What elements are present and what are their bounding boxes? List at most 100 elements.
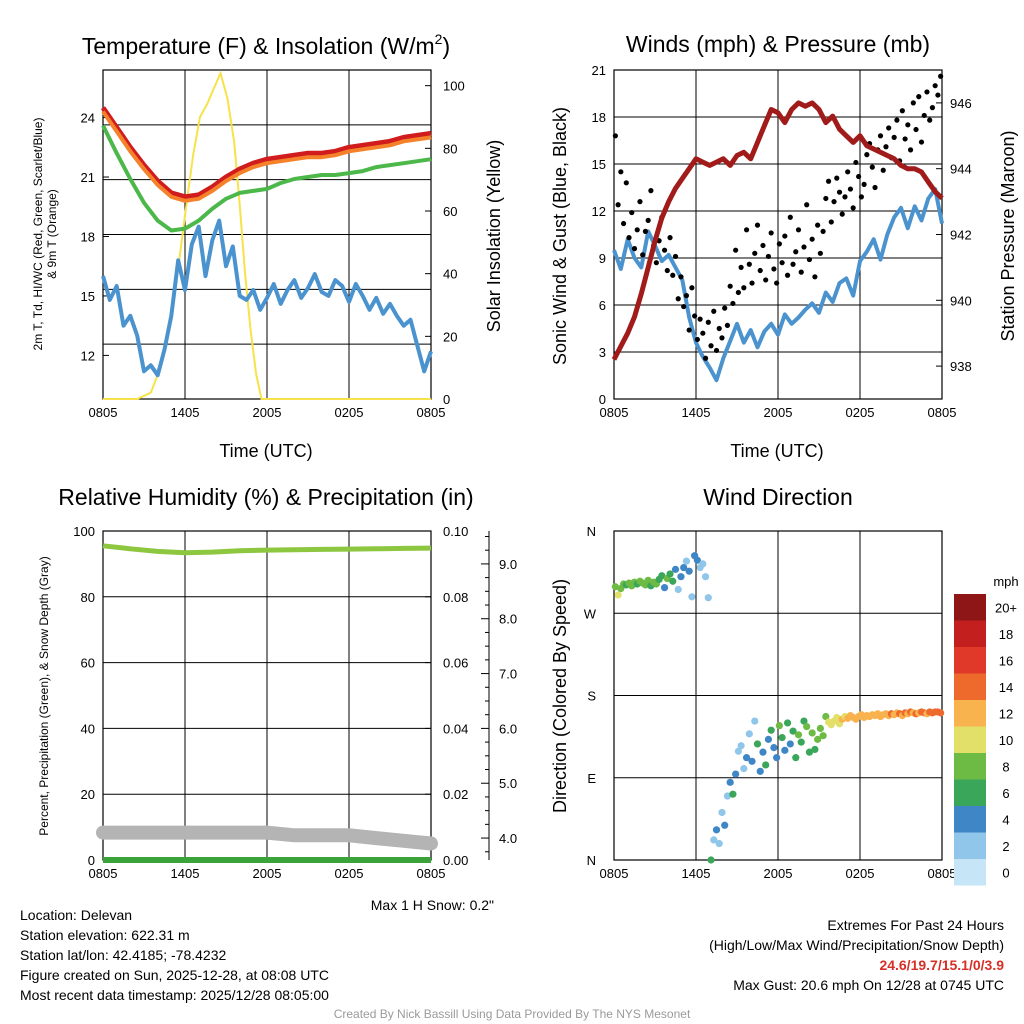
gust-point bbox=[653, 260, 659, 266]
gust-point bbox=[845, 169, 851, 175]
gust-point bbox=[686, 327, 692, 333]
direction-point bbox=[794, 731, 803, 739]
direction-point bbox=[693, 556, 701, 564]
gust-point bbox=[935, 92, 941, 98]
wind-title: Winds (mph) & Pressure (mb) bbox=[626, 31, 930, 57]
colorbar-label: 16 bbox=[999, 653, 1013, 668]
gust-point bbox=[872, 184, 878, 191]
wind-plot-area: 0 3 6 9 12 15 18 21 938 940 942 944 946 0805 1405 2005 0… bbox=[592, 63, 972, 420]
gust-point bbox=[798, 269, 804, 275]
colorbar-label: 2 bbox=[1002, 839, 1009, 854]
direction-point bbox=[682, 557, 691, 565]
hi-wc-line bbox=[101, 218, 433, 378]
rh-y-tick-label: 80 bbox=[81, 590, 95, 605]
direction-point bbox=[729, 790, 737, 798]
wind-y-tick-label: 6 bbox=[599, 298, 606, 313]
gust-point bbox=[858, 194, 864, 200]
gust-point bbox=[869, 164, 875, 170]
dir-y-tick-label: S bbox=[587, 689, 596, 704]
extremes-title: Extremes For Past 24 Hours bbox=[827, 917, 1004, 933]
gust-point bbox=[880, 167, 886, 173]
rh-x-tick-label: 0205 bbox=[335, 866, 364, 881]
gust-point bbox=[886, 125, 892, 131]
wind-x-tick-label: 0805 bbox=[600, 405, 629, 420]
wind-y2-tick-label: 944 bbox=[950, 162, 972, 177]
wind-y-tick-label: 12 bbox=[592, 204, 606, 219]
gust-point bbox=[902, 136, 908, 142]
gust-point bbox=[771, 266, 777, 272]
gust-point bbox=[861, 181, 867, 187]
gust-point bbox=[697, 316, 703, 322]
direction-point bbox=[671, 565, 680, 573]
colorbar-label: 10 bbox=[999, 733, 1013, 748]
temperature-y2-label: Solar Insolation (Yellow) bbox=[484, 140, 504, 332]
recent-data-text: Most recent data timestamp: 2025/12/28 0… bbox=[20, 987, 329, 1003]
direction-point bbox=[718, 808, 726, 817]
humidity-y-label: Percent, Precipitation (Green), & Snow D… bbox=[37, 556, 51, 835]
colorbar-label: 18 bbox=[999, 627, 1013, 642]
dir-y-tick-label: E bbox=[587, 771, 596, 786]
snow-depth-line bbox=[96, 825, 438, 851]
direction-plot-area: N E S W N 0805 1405 2005 0205 0805 bbox=[584, 524, 957, 881]
gust-point bbox=[746, 261, 752, 267]
direction-point bbox=[764, 735, 773, 743]
direction-point bbox=[773, 754, 781, 762]
colorbar-swatch bbox=[954, 726, 986, 753]
gust-point bbox=[784, 272, 791, 278]
gust-point bbox=[804, 202, 810, 208]
gust-point bbox=[782, 233, 788, 239]
rh-x-tick-label: 2005 bbox=[253, 866, 282, 881]
gust-point bbox=[815, 222, 821, 228]
direction-point bbox=[792, 754, 800, 762]
temp-x-tick-label: 0805 bbox=[89, 405, 118, 420]
gust-point bbox=[834, 175, 840, 181]
rh-y2-tick-label: 0.04 bbox=[443, 721, 468, 736]
direction-point bbox=[611, 583, 619, 591]
temp-y2-tick-label: 100 bbox=[443, 79, 465, 94]
gust-point bbox=[612, 133, 618, 139]
location-text: Location: Delevan bbox=[20, 907, 133, 923]
gust-point bbox=[683, 293, 690, 299]
colorbar-label: 12 bbox=[999, 706, 1013, 721]
extremes-subtitle: (High/Low/Max Wind/Precipitation/Snow De… bbox=[709, 937, 1004, 953]
dir-x-tick-label: 2005 bbox=[764, 866, 793, 881]
temp-y-tick-label: 24 bbox=[81, 111, 95, 126]
humidity-line bbox=[102, 543, 432, 556]
direction-point bbox=[737, 742, 745, 750]
direction-point bbox=[745, 730, 753, 738]
gust-point bbox=[825, 178, 832, 184]
gust-point bbox=[795, 227, 802, 233]
direction-point bbox=[734, 747, 742, 755]
wind-y-tick-label: 21 bbox=[592, 63, 606, 78]
credit-text: Created By Nick Bassill Using Data Provi… bbox=[333, 1007, 691, 1021]
gust-point bbox=[809, 236, 815, 242]
gust-point bbox=[842, 194, 848, 200]
gust-point bbox=[877, 133, 884, 139]
direction-point bbox=[685, 567, 693, 575]
gust-point bbox=[790, 261, 796, 267]
rh-y2-tick-label: 0.00 bbox=[443, 853, 468, 868]
colorbar-swatch bbox=[954, 806, 986, 833]
gust-point bbox=[891, 134, 897, 140]
direction-point bbox=[783, 719, 792, 727]
gust-point bbox=[864, 152, 870, 158]
gust-point bbox=[631, 246, 638, 252]
wind-x-label: Time (UTC) bbox=[730, 441, 823, 461]
gust-point bbox=[708, 343, 714, 349]
gust-point bbox=[730, 300, 736, 307]
temperature-x-label: Time (UTC) bbox=[219, 441, 312, 461]
direction-point bbox=[658, 572, 666, 580]
td-line bbox=[101, 124, 432, 233]
rh-x-tick-label: 0805 bbox=[417, 866, 446, 881]
gust-point bbox=[722, 305, 728, 311]
snow-axis-tick-label: 6.0 bbox=[499, 721, 517, 736]
rh-y-tick-label: 40 bbox=[81, 721, 95, 736]
temp-x-tick-label: 1405 bbox=[171, 405, 200, 420]
rh-x-tick-label: 1405 bbox=[171, 866, 200, 881]
gust-point bbox=[713, 347, 720, 354]
direction-point bbox=[742, 754, 751, 762]
temp-x-tick-label: 0805 bbox=[417, 405, 446, 420]
direction-point bbox=[762, 761, 770, 769]
gust-point bbox=[700, 330, 706, 336]
